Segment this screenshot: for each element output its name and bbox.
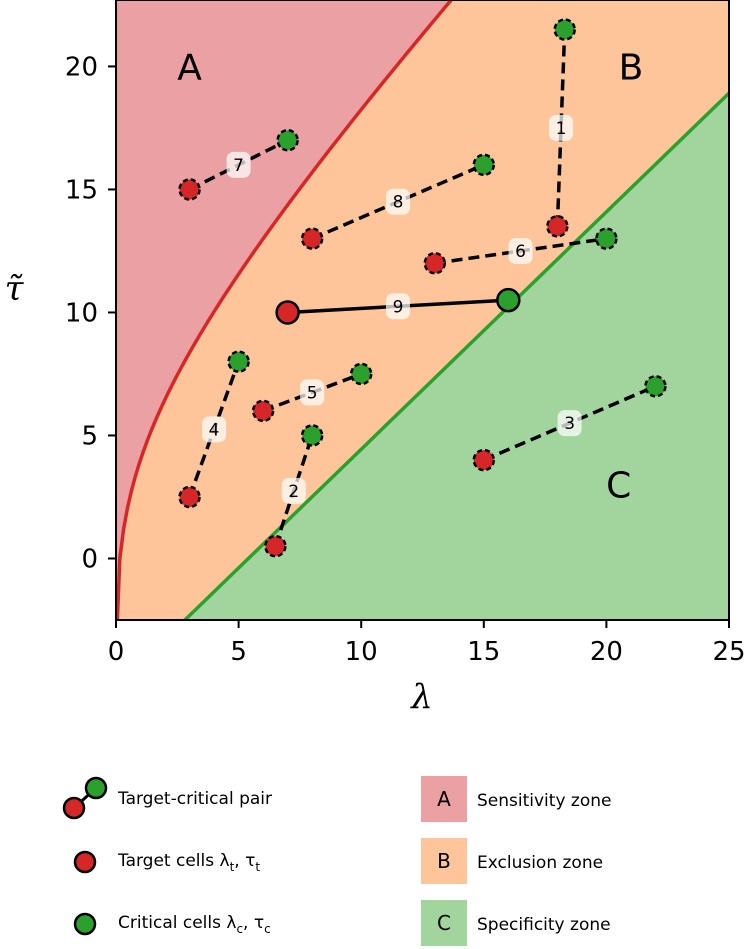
x-tick-label: 5 bbox=[230, 637, 247, 667]
legend-target-entry: Target cells λt, τt bbox=[73, 850, 260, 874]
y-axis-title: τ̃ bbox=[5, 269, 25, 309]
legend-zone-c-letter: C bbox=[437, 911, 451, 935]
legend-zone-c-label: Specificity zone bbox=[477, 915, 611, 935]
critical-point bbox=[553, 18, 576, 41]
pair-label-background bbox=[281, 477, 306, 504]
pair-label: 4 bbox=[209, 420, 220, 440]
pair-7: 7 bbox=[178, 128, 299, 201]
legend-zone-b-entry: B Exclusion zone bbox=[421, 838, 603, 884]
plot-frame bbox=[115, 0, 730, 621]
plot-area: 1 2 3 4 5 6 7 8 9 bbox=[116, 0, 729, 620]
legend-zone-a-swatch bbox=[421, 776, 467, 822]
x-tick-label: 10 bbox=[345, 637, 378, 667]
zone-letters: A B C bbox=[177, 47, 643, 506]
target-point bbox=[423, 252, 447, 275]
zone-label-c: C bbox=[606, 466, 631, 507]
critical-point bbox=[276, 128, 299, 152]
target-point bbox=[546, 215, 569, 238]
pair-9: 9 bbox=[275, 287, 521, 325]
pair-label: 1 bbox=[556, 119, 567, 139]
zone-label-a: A bbox=[177, 47, 202, 88]
pair-label: 6 bbox=[515, 242, 526, 262]
legend-critical-entry: Critical cells λc, τc bbox=[73, 912, 271, 936]
pair-label: 5 bbox=[307, 383, 318, 403]
legend-pair-entry: Target-critical pair bbox=[62, 776, 272, 820]
pair-4: 4 bbox=[178, 350, 250, 509]
legend-zone-a-letter: A bbox=[437, 787, 451, 811]
pair-2: 2 bbox=[264, 424, 324, 558]
pair-label-background bbox=[549, 114, 574, 141]
x-axis-title: λ bbox=[409, 677, 433, 717]
zone-a-region bbox=[116, 0, 452, 620]
legend-zone-b-label: Exclusion zone bbox=[477, 853, 603, 873]
legend-zone-a-label: Sensitivity zone bbox=[477, 791, 611, 811]
legend-zone-c-entry: C Specificity zone bbox=[421, 900, 611, 946]
target-point bbox=[300, 227, 324, 250]
zone-label-b: B bbox=[619, 47, 644, 88]
target-point bbox=[275, 300, 300, 325]
x-tick-label: 20 bbox=[590, 637, 623, 667]
target-point bbox=[178, 485, 201, 509]
critical-point bbox=[644, 375, 667, 398]
pair-label-background bbox=[385, 293, 410, 320]
legend-zone-b-letter: B bbox=[437, 849, 451, 873]
legend-pair-label: Target-critical pair bbox=[117, 789, 272, 809]
pair-label-background bbox=[202, 416, 227, 443]
pair-6: 6 bbox=[423, 227, 618, 275]
legend-critical-marker bbox=[73, 912, 97, 936]
target-point bbox=[264, 534, 287, 558]
legend-pair-target-marker bbox=[62, 796, 86, 820]
pairs-layer: 1 2 3 4 5 6 7 8 9 bbox=[178, 18, 667, 558]
pair-label-background bbox=[226, 151, 251, 178]
y-tick-label: 5 bbox=[81, 421, 98, 451]
pair-5: 5 bbox=[251, 362, 373, 423]
pair-1: 1 bbox=[546, 18, 576, 238]
pair-label-background bbox=[385, 188, 410, 215]
pair-label: 9 bbox=[393, 297, 404, 317]
x-tick-label: 25 bbox=[712, 637, 745, 667]
pair-3: 3 bbox=[472, 375, 667, 472]
x-tick-label: 0 bbox=[108, 637, 125, 667]
pair-label: 3 bbox=[564, 414, 575, 434]
pair-label: 7 bbox=[233, 156, 244, 176]
target-point bbox=[472, 448, 496, 472]
specificity-boundary-line bbox=[182, 90, 729, 620]
critical-point bbox=[227, 350, 250, 373]
y-tick-label: 20 bbox=[65, 52, 98, 82]
critical-point bbox=[349, 362, 373, 386]
x-axis: 0 5 10 15 20 25 bbox=[108, 620, 746, 667]
target-point bbox=[251, 399, 275, 423]
legend-target-marker bbox=[73, 850, 97, 874]
target-point bbox=[178, 178, 201, 201]
y-axis: 0 5 10 15 20 bbox=[65, 52, 116, 574]
legend-critical-label: Critical cells λc, τc bbox=[118, 913, 271, 936]
pair-label: 8 bbox=[393, 193, 404, 213]
y-tick-label: 10 bbox=[65, 298, 98, 328]
legend: Target-critical pair Target cells λt, τt… bbox=[62, 776, 611, 946]
y-tick-label: 0 bbox=[81, 544, 98, 574]
legend-zone-a-entry: A Sensitivity zone bbox=[421, 776, 611, 822]
pair-8: 8 bbox=[300, 153, 496, 250]
critical-point bbox=[496, 287, 521, 313]
legend-zone-b-swatch bbox=[421, 838, 467, 884]
legend-zone-c-swatch bbox=[421, 900, 467, 946]
x-tick-label: 15 bbox=[467, 637, 500, 667]
critical-point bbox=[595, 227, 618, 250]
y-tick-label: 15 bbox=[65, 175, 98, 205]
critical-point bbox=[472, 153, 496, 177]
pair-label-background bbox=[557, 410, 582, 437]
sensitivity-boundary-line bbox=[116, 0, 454, 620]
critical-point bbox=[300, 424, 324, 447]
pair-label: 2 bbox=[288, 482, 299, 502]
pair-label-background bbox=[508, 237, 533, 264]
pair-label-background bbox=[300, 379, 325, 406]
legend-target-label: Target cells λt, τt bbox=[117, 851, 260, 874]
legend-pair-critical-marker bbox=[84, 776, 108, 800]
